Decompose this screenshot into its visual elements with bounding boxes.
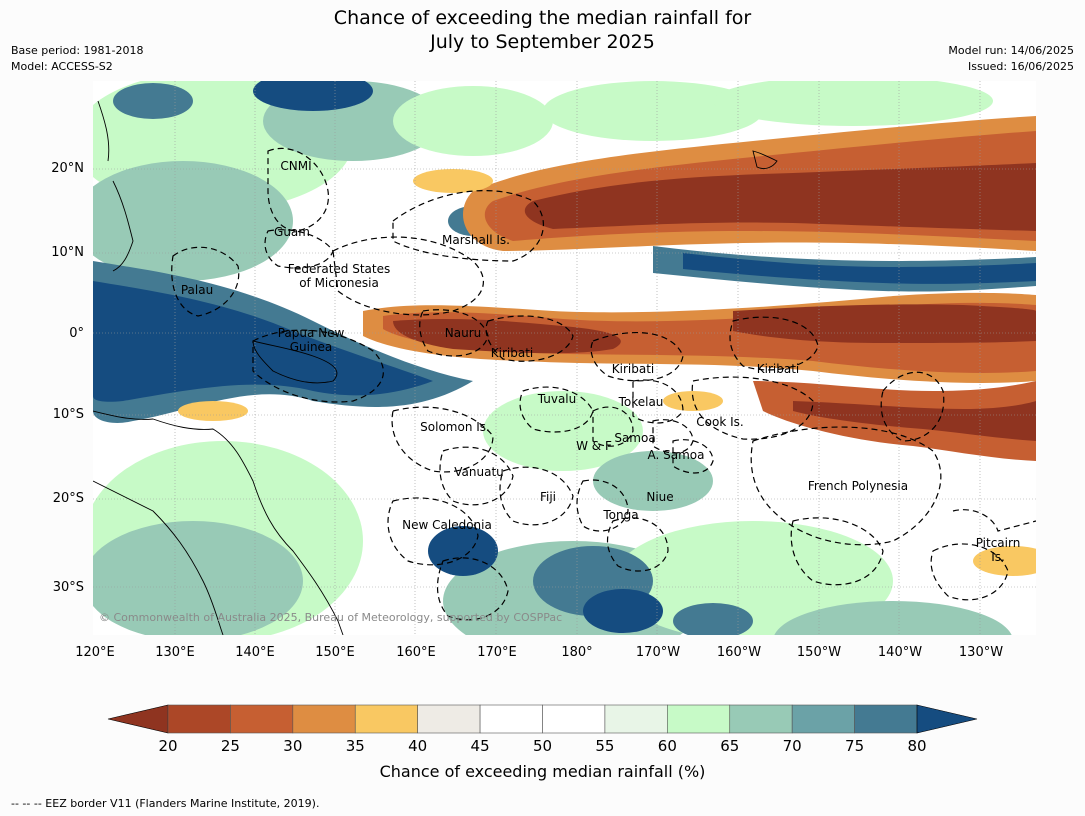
place-label-cnmi: CNMI xyxy=(280,159,312,173)
lon-label-160w: 160°W xyxy=(716,645,762,660)
issued-text: Issued: 16/06/2025 xyxy=(967,60,1074,73)
lat-label-10n: 10°N xyxy=(51,245,84,260)
place-label-png: Papua New Guinea xyxy=(277,326,345,354)
copyright-text: © Commonwealth of Australia 2025, Bureau… xyxy=(99,611,562,624)
colorbar-tick-label: 65 xyxy=(720,737,740,755)
colorbar-segment xyxy=(292,704,356,734)
title-line-2: July to September 2025 xyxy=(430,31,655,53)
place-label-tonga: Tonga xyxy=(603,508,639,522)
place-label-kiribati-west: Kiribati xyxy=(490,346,534,360)
meta-right: Model run: 14/06/2025 Issued: 16/06/2025 xyxy=(948,43,1074,75)
colorbar-segment xyxy=(417,704,481,734)
colorbar-tick-label: 80 xyxy=(907,737,927,755)
place-label-american-samoa: A. Samoa xyxy=(647,448,705,462)
colorbar-tick-label: 30 xyxy=(283,737,303,755)
lat-label-10s: 10°S xyxy=(52,407,84,422)
eez-legend-note: -- -- -- EEZ border V11 (Flanders Marine… xyxy=(11,797,320,810)
graticule xyxy=(93,81,1036,635)
colorbar-tick-label: 40 xyxy=(408,737,428,755)
colorbar-segment xyxy=(354,704,418,734)
lon-label-150w: 150°W xyxy=(796,645,842,660)
lat-label-0: 0° xyxy=(69,326,84,341)
colorbar-tick-label: 50 xyxy=(532,737,553,755)
lon-label-170e: 170°E xyxy=(477,645,517,660)
rainfall-map: © Commonwealth of Australia 2025, Bureau… xyxy=(93,81,1036,635)
colorbar-tick-label: 70 xyxy=(782,737,802,755)
colorbar-tick-label: 75 xyxy=(845,737,865,755)
lon-label-170w: 170°W xyxy=(635,645,681,660)
colorbar-tick-label: 60 xyxy=(657,737,677,755)
lon-label-140w: 140°W xyxy=(877,645,923,660)
colorbar-tick-label: 55 xyxy=(595,737,615,755)
lon-label-150e: 150°E xyxy=(315,645,355,660)
lat-label-20s: 20°S xyxy=(52,491,84,506)
place-label-nauru: Nauru xyxy=(444,326,482,340)
place-label-tokelau: Tokelau xyxy=(618,395,664,409)
eez-borders xyxy=(171,147,1036,621)
map-title: Chance of exceeding the median rainfall … xyxy=(0,6,1085,54)
meta-left: Base period: 1981-2018 Model: ACCESS-S2 xyxy=(11,43,143,75)
lat-label-30s: 30°S xyxy=(52,580,84,595)
colorbar-segment xyxy=(729,704,793,734)
colorbar xyxy=(107,704,978,734)
place-label-french-polynesia: French Polynesia xyxy=(807,479,909,493)
place-label-tuvalu: Tuvalu xyxy=(537,392,577,406)
lon-label-130e: 130°E xyxy=(155,645,195,660)
place-label-samoa: Samoa xyxy=(614,431,656,445)
place-label-palau: Palau xyxy=(180,283,214,297)
colorbar-segment xyxy=(667,704,731,734)
colorbar-extend-low xyxy=(107,704,169,734)
colorbar-tick-label: 35 xyxy=(345,737,365,755)
lon-label-180: 180° xyxy=(561,645,593,660)
colorbar-segment xyxy=(230,704,294,734)
colorbar-segment xyxy=(604,704,668,734)
lon-label-130w: 130°W xyxy=(958,645,1004,660)
place-label-vanuatu: Vanuatu xyxy=(454,465,504,479)
colorbar-segment xyxy=(479,704,543,734)
place-label-micronesia: Federated States of Micronesia xyxy=(287,262,391,290)
place-label-marshall-is: Marshall Is. xyxy=(442,233,510,247)
place-label-niue: Niue xyxy=(646,490,674,504)
colorbar-segment xyxy=(854,704,918,734)
colorbar-segment xyxy=(791,704,855,734)
colorbar-segment xyxy=(542,704,606,734)
coastlines xyxy=(93,100,778,635)
map-panel: © Commonwealth of Australia 2025, Bureau… xyxy=(93,81,1036,635)
title-line-1: Chance of exceeding the median rainfall … xyxy=(333,7,752,29)
place-label-kiribati-central: Kiribati xyxy=(611,362,655,376)
base-period-text: Base period: 1981-2018 xyxy=(11,44,144,57)
place-label-cook-is: Cook Is. xyxy=(696,415,744,429)
wet-regions xyxy=(93,81,1012,635)
colorbar-extend-high xyxy=(916,704,978,734)
lon-label-120e: 120°E xyxy=(75,645,115,660)
colorbar-tick-label: 20 xyxy=(158,737,178,755)
place-label-guam: Guam xyxy=(274,225,310,239)
place-label-solomon-is: Solomon Is. xyxy=(420,420,490,434)
model-text: Model: ACCESS-S2 xyxy=(11,60,113,73)
colorbar-label: Chance of exceeding median rainfall (%) xyxy=(379,762,706,781)
colorbar-segment xyxy=(167,704,231,734)
lon-label-160e: 160°E xyxy=(396,645,436,660)
place-label-new-caledonia: New Caledonia xyxy=(402,518,492,532)
colorbar-tick-label: 45 xyxy=(470,737,490,755)
place-label-pitcairn-is: Pitcairn Is. xyxy=(975,536,1021,564)
place-label-fiji: Fiji xyxy=(539,490,557,504)
model-run-text: Model run: 14/06/2025 xyxy=(948,44,1074,57)
place-label-kiribati-east: Kiribati xyxy=(756,362,800,376)
colorbar-tick-label: 25 xyxy=(220,737,240,755)
place-label-wallis-futuna: W & F xyxy=(576,439,612,453)
lon-label-140e: 140°E xyxy=(235,645,275,660)
lat-label-20n: 20°N xyxy=(51,161,84,176)
